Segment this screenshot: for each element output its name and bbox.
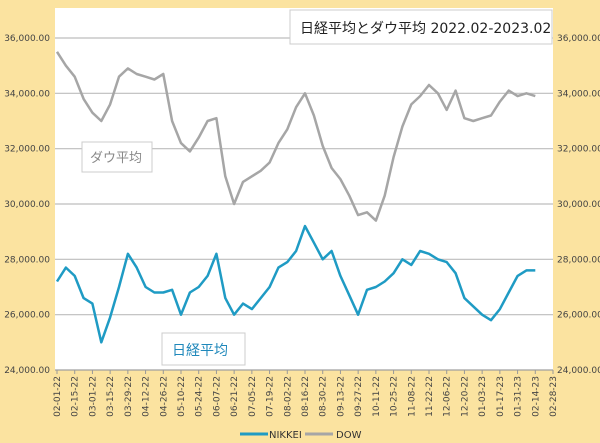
y-tick-label: 28,000.00 [4,255,50,265]
plot-area [55,8,553,370]
y-tick-label: 24,000.00 [4,366,50,376]
x-tick-label: 11-08-22 [407,376,417,417]
x-tick-label: 07-05-22 [248,376,258,417]
x-tick-label: 12-06-22 [443,376,453,417]
title-box: 日経平均とダウ平均 2022.02-2023.02 [289,9,553,45]
legend-label-dow: DOW [336,430,362,441]
y-tick-label: 32,000.00 [4,145,50,155]
y2-tick-label: 26,000.00 [557,311,600,321]
x-tick-label: 06-21-22 [230,376,240,417]
y2-tick-label: 28,000.00 [557,255,600,265]
y2-tick-label: 34,000.00 [557,89,600,99]
x-tick-label: 04-12-22 [142,376,152,417]
dow-label-box: ダウ平均 [81,141,153,173]
y2-tick-label: 36,000.00 [557,34,600,44]
x-tick-label: 01-31-23 [514,376,524,417]
y2-tick-label: 30,000.00 [557,200,600,210]
dow-annotation: ダウ平均 [90,151,142,166]
series-line-nikkei [55,224,536,344]
x-tick-label: 10-11-22 [372,376,382,417]
x-tick-label: 03-29-22 [124,376,134,417]
series-lines [55,51,536,344]
y-tick-label: 34,000.00 [4,89,50,99]
x-tick-label: 08-30-22 [319,376,329,417]
y-tick-label: 36,000.00 [4,34,50,44]
x-tick-label: 07-19-22 [266,376,276,417]
x-tick-label: 05-24-22 [195,376,205,417]
y-axis-right: 24,000.00 26,000.00 28,000.00 30,000.00 32,0… [557,34,600,376]
x-axis: 02-01-22 02-15-22 03-01-22 03-15-22 03-29-22… [53,369,559,417]
x-tick-label: 02-15-22 [71,376,81,417]
x-tick-label: 03-15-22 [106,376,116,417]
x-tick-label: 08-02-22 [283,376,293,417]
x-tick-label: 03-01-22 [88,376,98,417]
x-tick-label: 02-14-23 [531,376,541,417]
legend: NIKKEI DOW [240,430,362,441]
x-tick-label: 02-28-23 [549,376,559,417]
nikkei-annotation: 日経平均 [172,343,228,359]
x-tick-label: 02-01-22 [53,376,63,417]
y-axis-left: 24,000.00 26,000.00 28,000.00 30,000.00 32,0… [4,34,50,376]
nikkei-label-box: 日経平均 [161,332,246,366]
chart-title: 日経平均とダウ平均 2022.02-2023.02 [300,21,551,37]
x-tick-label: 09-27-22 [354,376,364,417]
y-tick-label: 26,000.00 [4,311,50,321]
series-line-dow [55,51,536,222]
y-tick-label: 30,000.00 [4,200,50,210]
x-tick-label: 04-26-22 [159,376,169,417]
x-tick-label: 10-25-22 [390,376,400,417]
x-tick-label: 06-07-22 [212,376,222,417]
y2-tick-label: 32,000.00 [557,145,600,155]
x-tick-label: 12-20-22 [460,376,470,417]
y2-tick-label: 24,000.00 [557,366,600,376]
x-tick-label: 09-13-22 [336,376,346,417]
x-tick-label: 05-10-22 [177,376,187,417]
x-tick-label: 01-17-23 [496,376,506,417]
x-tick-label: 11-22-22 [425,376,435,417]
x-tick-label: 01-03-23 [478,376,488,417]
x-tick-label: 08-16-22 [301,376,311,417]
legend-label-nikkei: NIKKEI [269,430,302,441]
